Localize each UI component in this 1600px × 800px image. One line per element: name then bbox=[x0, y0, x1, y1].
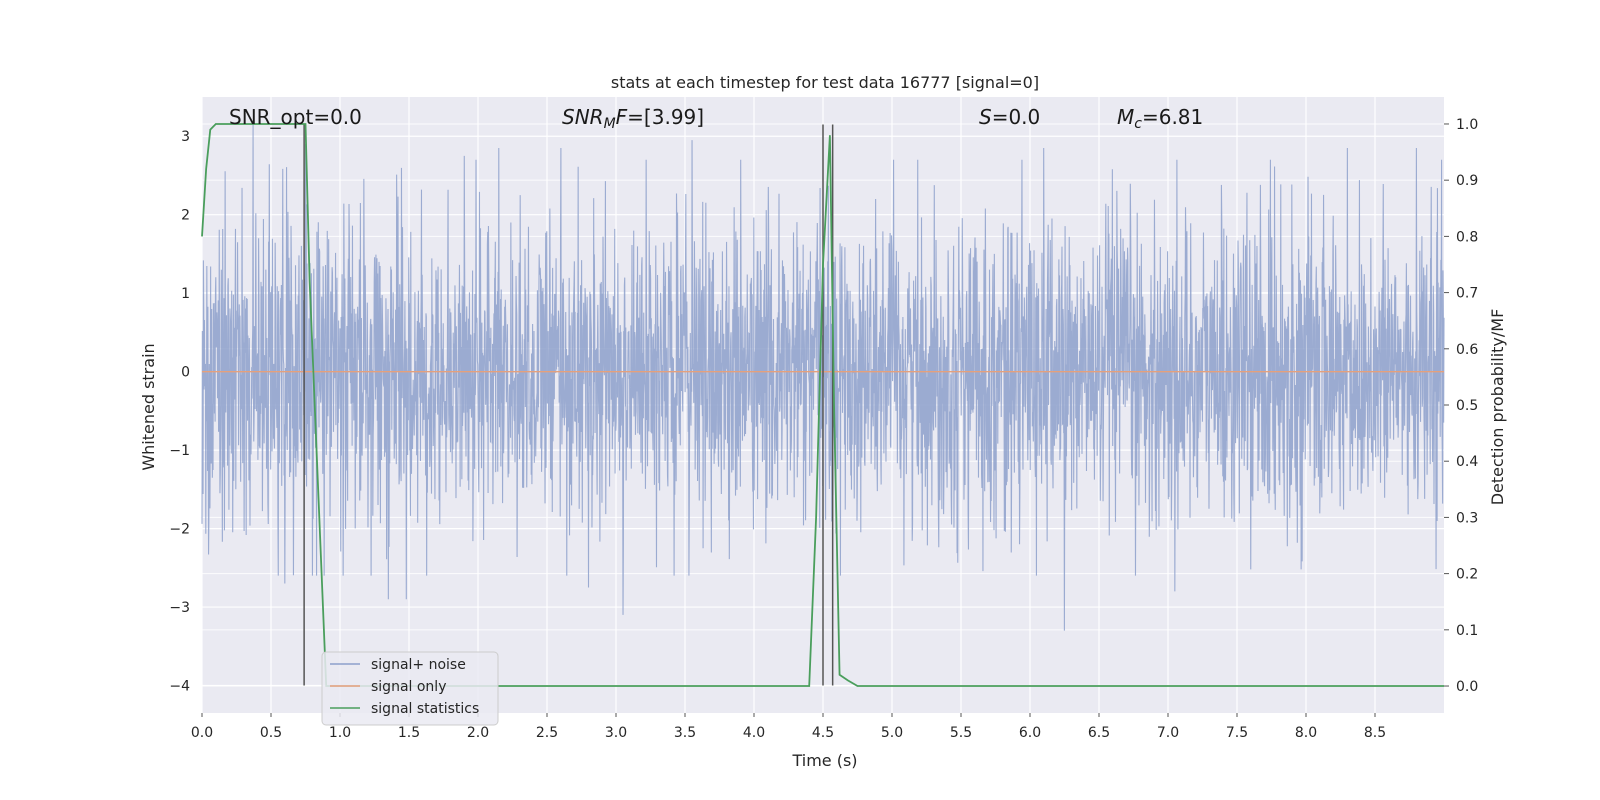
legend-frame bbox=[321, 651, 499, 726]
y2-tick-label: 0.1 bbox=[1456, 623, 1478, 639]
x-tick-label: 7.5 bbox=[1226, 725, 1248, 741]
y2-axis-label: Detection probability/MF bbox=[1488, 309, 1507, 506]
y-tick-label: −3 bbox=[169, 600, 190, 616]
legend: signal+ noise signal only signal statist… bbox=[321, 651, 499, 726]
x-tick-label: 5.5 bbox=[950, 725, 972, 741]
x-tick-label: 1.0 bbox=[329, 725, 351, 741]
y2-tick-label: 0.9 bbox=[1456, 173, 1478, 189]
y2-tick-label: 1.0 bbox=[1456, 117, 1478, 133]
y-tick-label: 1 bbox=[181, 286, 190, 302]
y2-tick-label: 0.4 bbox=[1456, 454, 1478, 470]
x-tick-label: 6.5 bbox=[1088, 725, 1110, 741]
snr-mf-sub: M bbox=[604, 116, 616, 132]
series-signal-statistics bbox=[201, 123, 1444, 687]
y2-tick-label: 0.0 bbox=[1456, 679, 1478, 695]
chart-title: stats at each timestep for test data 167… bbox=[611, 73, 1039, 92]
y-tick-label: −2 bbox=[169, 522, 190, 538]
y-tick-label: −1 bbox=[169, 443, 190, 459]
annotation-mc: Mc=6.81 bbox=[1117, 105, 1203, 132]
s-value: =0.0 bbox=[992, 105, 1041, 129]
x-tick-label: 0.5 bbox=[260, 725, 282, 741]
x-tick-label: 0.0 bbox=[191, 725, 213, 741]
y-tick-label: 3 bbox=[181, 129, 190, 145]
x-tick-label: 3.5 bbox=[674, 725, 696, 741]
x-tick-label: 2.0 bbox=[467, 725, 489, 741]
x-tick-label: 8.0 bbox=[1295, 725, 1317, 741]
y-tick-label: 0 bbox=[181, 365, 190, 381]
x-tick-label: 6.0 bbox=[1019, 725, 1041, 741]
x-tick-label: 3.0 bbox=[605, 725, 627, 741]
y2-tick-label: 0.6 bbox=[1456, 342, 1478, 358]
snr-mf-mid: F bbox=[616, 105, 628, 129]
annotation-s: S=0.0 bbox=[979, 105, 1040, 129]
x-tick-label: 4.0 bbox=[743, 725, 765, 741]
annotation-snr-mf: SNRMF=[3.99] bbox=[562, 105, 704, 132]
y2-tick-label: 0.3 bbox=[1456, 510, 1478, 526]
x-tick-label: 2.5 bbox=[536, 725, 558, 741]
legend-label-signal-noise: signal+ noise bbox=[371, 657, 466, 673]
x-tick-label: 8.5 bbox=[1364, 725, 1386, 741]
x-axis-label: Time (s) bbox=[791, 751, 857, 770]
snr-mf-value: =[3.99] bbox=[627, 105, 704, 129]
legend-label-signal-only: signal only bbox=[371, 679, 446, 695]
y2-tick-label: 0.2 bbox=[1456, 567, 1478, 583]
annotation-snr-opt: SNR_opt=0.0 bbox=[229, 105, 362, 129]
y-tick-label: −4 bbox=[169, 679, 190, 695]
mc-value: =6.81 bbox=[1142, 105, 1203, 129]
mc-sub: c bbox=[1134, 116, 1142, 132]
y2-tick-label: 0.7 bbox=[1456, 286, 1478, 302]
y2-tick-label: 0.8 bbox=[1456, 229, 1478, 245]
x-tick-label: 5.0 bbox=[881, 725, 903, 741]
x-tick-label: 1.5 bbox=[398, 725, 420, 741]
mc-symbol: M bbox=[1117, 105, 1134, 129]
x-tick-label: 4.5 bbox=[812, 725, 834, 741]
y-tick-label: 2 bbox=[181, 208, 190, 224]
snr-mf-prefix: SNR bbox=[562, 105, 604, 129]
legend-label-signal-statistics: signal statistics bbox=[371, 701, 479, 717]
s-symbol: S bbox=[979, 105, 992, 129]
y2-tick-label: 0.5 bbox=[1456, 398, 1478, 414]
y-axis-label: Whitened strain bbox=[139, 343, 158, 470]
x-tick-label: 7.0 bbox=[1157, 725, 1179, 741]
